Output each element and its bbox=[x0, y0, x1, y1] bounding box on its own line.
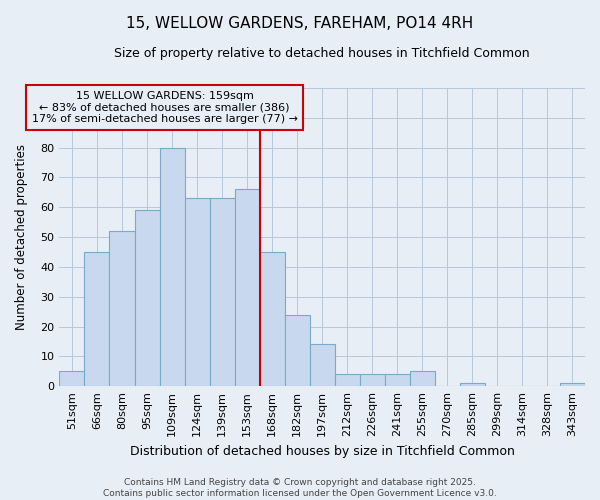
Bar bbox=[410, 372, 435, 386]
Bar bbox=[134, 210, 160, 386]
Text: 15 WELLOW GARDENS: 159sqm
← 83% of detached houses are smaller (386)
17% of semi: 15 WELLOW GARDENS: 159sqm ← 83% of detac… bbox=[32, 91, 298, 124]
Bar bbox=[310, 344, 335, 386]
Bar bbox=[284, 314, 310, 386]
Bar bbox=[385, 374, 410, 386]
Bar bbox=[460, 383, 485, 386]
Text: 15, WELLOW GARDENS, FAREHAM, PO14 4RH: 15, WELLOW GARDENS, FAREHAM, PO14 4RH bbox=[127, 16, 473, 31]
X-axis label: Distribution of detached houses by size in Titchfield Common: Distribution of detached houses by size … bbox=[130, 444, 515, 458]
Text: Contains HM Land Registry data © Crown copyright and database right 2025.
Contai: Contains HM Land Registry data © Crown c… bbox=[103, 478, 497, 498]
Bar bbox=[260, 252, 284, 386]
Y-axis label: Number of detached properties: Number of detached properties bbox=[15, 144, 28, 330]
Bar bbox=[560, 383, 585, 386]
Bar bbox=[360, 374, 385, 386]
Bar bbox=[235, 190, 260, 386]
Bar bbox=[185, 198, 209, 386]
Bar bbox=[59, 372, 85, 386]
Bar bbox=[85, 252, 109, 386]
Title: Size of property relative to detached houses in Titchfield Common: Size of property relative to detached ho… bbox=[115, 48, 530, 60]
Bar bbox=[109, 231, 134, 386]
Bar bbox=[160, 148, 185, 386]
Bar bbox=[335, 374, 360, 386]
Bar bbox=[209, 198, 235, 386]
